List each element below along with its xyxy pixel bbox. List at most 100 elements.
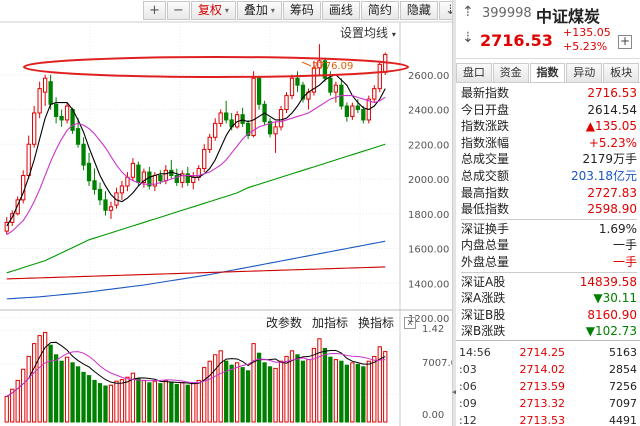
candle-body <box>322 60 328 79</box>
volume-bar <box>377 346 382 423</box>
volume-bar <box>180 382 185 423</box>
trade-row: :03 2714.02 2854 <box>459 361 637 378</box>
arrow-up-icon[interactable]: ⇡ <box>462 4 474 20</box>
volume-bar <box>383 351 388 423</box>
stat-row: 深A涨跌 ▼30.11 <box>461 290 637 307</box>
stat-label: 今日开盘 <box>461 102 510 117</box>
stat-row: 今日开盘 2614.54 <box>461 102 637 119</box>
stat-value: ▲135.05 <box>585 119 637 134</box>
adjust-button[interactable]: 复权 ▾ <box>190 1 236 20</box>
tab-sector[interactable]: 板块 <box>603 63 639 82</box>
volume-bar <box>119 379 125 423</box>
volume-bar <box>64 356 70 423</box>
plus-icon[interactable]: + <box>143 1 166 20</box>
add-indicator-button[interactable]: 加指标 <box>312 316 349 330</box>
volume-bar <box>97 383 103 423</box>
volume-bar <box>333 359 339 423</box>
volume-bar <box>15 379 20 423</box>
stat-row: 指数涨跌 ▲135.05 <box>461 118 637 135</box>
stat-value: 8160.90 <box>587 307 637 322</box>
arrow-down-icon[interactable]: ⇣ <box>462 30 474 46</box>
candle-body <box>174 175 179 183</box>
collapse-arrow-icon[interactable]: ◀ <box>452 388 458 396</box>
stat-row: 总成交额 203.18亿元 <box>461 168 637 185</box>
volume-bar <box>240 367 245 423</box>
trade-price: 2714.02 <box>519 362 566 376</box>
volume-bar <box>136 378 141 423</box>
ma-line <box>6 240 386 300</box>
candle-body <box>86 162 92 182</box>
volume-tick-label: 0.00 <box>422 410 444 421</box>
add-watchlist-button[interactable]: + <box>618 34 632 49</box>
stat-value: 14839.58 <box>579 274 637 289</box>
candle-body <box>180 173 185 183</box>
change-value: +135.05 <box>563 26 611 39</box>
y-tick-label: 1800.00 <box>408 210 449 221</box>
volume-bar <box>234 362 240 423</box>
volume-bar <box>92 379 97 423</box>
chart-area[interactable]: 2600.00 2400.00 2200.00 2000.00 1800.00 1600.… <box>0 0 486 426</box>
candle-body <box>4 221 9 232</box>
volume-bar <box>366 360 371 423</box>
stat-value: 2727.83 <box>587 185 637 200</box>
trade-row: :06 2713.59 7256 <box>459 378 637 395</box>
stock-price: 2716.53 <box>480 31 553 50</box>
volume-bar <box>48 344 53 423</box>
chart-toolbar: + − 复权▾ 叠加▾ 筹码 画线 简约 隐藏 ⇣ ✕ <box>143 1 487 21</box>
trade-vol: 5163 <box>609 345 637 359</box>
volume-bar <box>59 360 64 423</box>
hide-button[interactable]: 隐藏 <box>399 1 438 20</box>
simple-button[interactable]: 简约 <box>360 1 399 20</box>
trade-price: 2713.53 <box>519 413 566 426</box>
candle-body <box>185 173 190 183</box>
volume-bar <box>53 354 59 423</box>
stat-label: 指数涨跌 <box>461 119 510 134</box>
y-tick-label: 1400.00 <box>408 279 449 290</box>
volume-bar <box>273 367 278 423</box>
y-tick-label: 2400.00 <box>408 106 449 117</box>
volume-bar <box>202 367 207 423</box>
chips-button[interactable]: 筹码 <box>282 1 321 20</box>
stat-label: 最低指数 <box>461 202 510 217</box>
candle-body <box>141 171 147 183</box>
volume-bar <box>355 363 360 423</box>
edit-params-button[interactable]: 改参数 <box>266 316 303 330</box>
tab-index[interactable]: 指数 <box>529 63 566 82</box>
candle-body <box>311 67 317 93</box>
tab-funds[interactable]: 资金 <box>492 63 529 82</box>
divider <box>461 218 637 220</box>
volume-bar <box>147 382 152 423</box>
draw-line-button[interactable]: 画线 <box>321 1 360 20</box>
switch-indicator-button[interactable]: 换指标 <box>358 316 395 330</box>
trade-list[interactable]: 14:56 2714.25 5163:03 2714.02 2854:06 2713.59… <box>456 339 640 426</box>
volume-bar <box>306 359 311 423</box>
volume-bar <box>322 347 328 423</box>
splitter[interactable] <box>452 0 456 426</box>
minus-icon[interactable]: − <box>166 1 190 20</box>
volume-bar <box>256 352 262 423</box>
volume-bar <box>21 368 26 423</box>
volume-bar <box>152 380 158 423</box>
volume-bar <box>42 331 48 423</box>
volume-bar <box>4 395 9 423</box>
stat-row: 总成交量 2179万手 <box>461 151 637 168</box>
tab-movement[interactable]: 异动 <box>566 63 603 82</box>
stat-value: 2716.53 <box>587 86 637 100</box>
candle-body <box>240 114 245 124</box>
stat-value: +5.23% <box>588 135 637 150</box>
volume-bar <box>32 343 37 423</box>
close-icon[interactable]: x <box>404 316 417 329</box>
candle-body <box>53 103 59 117</box>
volume-bar <box>158 383 163 423</box>
candle-body <box>81 143 86 166</box>
ma-setting-button[interactable]: 设置均线 ▾ <box>340 26 396 40</box>
volume-bar <box>295 354 300 423</box>
tab-handicap[interactable]: 盘口 <box>456 63 492 82</box>
kline-chart[interactable]: 2600.00 2400.00 2200.00 2000.00 1800.00 1600.… <box>0 0 452 426</box>
trade-time: :09 <box>459 396 477 410</box>
candle-body <box>300 84 306 100</box>
stat-label: 外盘总量 <box>461 254 510 269</box>
stat-label: 深证换手 <box>461 221 510 236</box>
candle-body <box>37 88 42 114</box>
overlay-button[interactable]: 叠加 ▾ <box>236 1 282 20</box>
